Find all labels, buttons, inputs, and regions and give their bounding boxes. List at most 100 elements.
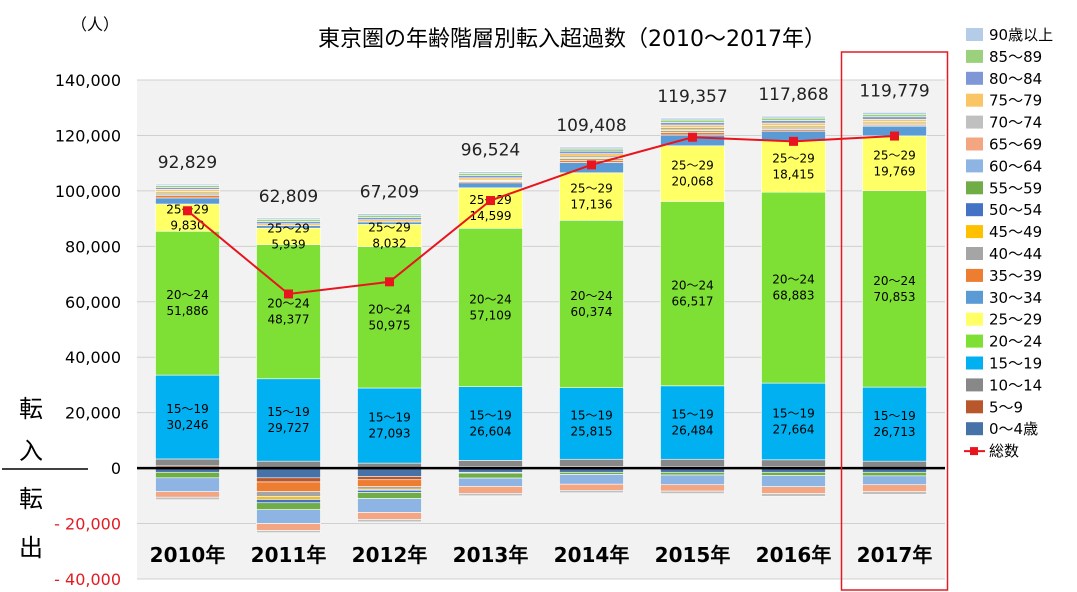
bar-segment [357, 387, 422, 464]
bar-segment [862, 484, 927, 492]
segment-value-label: 51,886 [167, 304, 209, 318]
bar-segment [660, 119, 725, 123]
legend-swatch [966, 290, 983, 304]
x-category-label: 2014年 [554, 543, 630, 567]
y-tick-label: 140,000 [55, 71, 121, 90]
segment-name-label: 15〜19 [166, 402, 209, 416]
bar-segment [761, 140, 826, 193]
legend-label: 総数 [989, 442, 1019, 460]
segment-name-label: 20〜24 [570, 289, 613, 303]
y-tick-label: 120,000 [55, 126, 121, 145]
bar-segment [660, 474, 725, 486]
segment-value-label: 19,769 [874, 164, 916, 178]
x-category-label: 2013年 [453, 543, 529, 567]
legend-swatch [966, 225, 983, 239]
segment-value-label: 14,599 [470, 209, 512, 223]
legend-label: 80〜84 [989, 70, 1042, 88]
bar-segment [761, 191, 826, 384]
segment-name-label: 15〜19 [267, 405, 310, 419]
bar-segment [458, 493, 523, 497]
bar-segment [862, 112, 927, 115]
legend-label: 75〜79 [989, 92, 1042, 110]
bar-segment [559, 220, 624, 388]
legend-swatch [966, 400, 983, 414]
x-category-label: 2010年 [150, 543, 226, 567]
bar-segment [357, 498, 422, 513]
legend-label: 85〜89 [989, 48, 1042, 66]
highlight-2017-box [840, 51, 949, 591]
bar-segment [458, 486, 523, 494]
bar-segment [862, 135, 927, 192]
bar-segment [862, 113, 927, 118]
bar-segment [458, 177, 523, 181]
legend-swatch [966, 356, 983, 370]
bar-segment [256, 509, 321, 524]
total-value-label: 92,829 [158, 153, 217, 173]
bar-segment [458, 173, 523, 176]
bar-segment [761, 122, 826, 126]
total-value-label: 67,209 [360, 183, 419, 203]
legend-label: 55〜59 [989, 179, 1042, 197]
legend-swatch [966, 159, 983, 173]
bar-segment [559, 146, 624, 150]
legend-label: 65〜69 [989, 136, 1042, 154]
legend-label: 70〜74 [989, 114, 1042, 132]
segment-value-label: 27,664 [773, 422, 815, 436]
total-marker [890, 131, 899, 141]
segment-value-label: 5,939 [271, 237, 305, 251]
legend-label: 15〜19 [989, 355, 1042, 373]
total-marker [385, 277, 394, 287]
total-marker [789, 136, 798, 146]
bar-segment [458, 386, 523, 461]
bar-segment [155, 491, 220, 498]
x-axis-category-labels: 2010年 2011年 2012年 2013年 2014年 2015年 2016年 2017年 [150, 543, 933, 567]
bar-segment [155, 374, 220, 460]
total-line [186, 135, 895, 296]
bar-segment [155, 189, 220, 192]
bar-segment [155, 471, 220, 479]
legend-swatch [966, 28, 983, 41]
segment-value-label: 26,713 [874, 425, 916, 439]
total-marker [284, 289, 293, 299]
bar-segment [458, 175, 523, 179]
legend-marker-swatch [970, 447, 978, 456]
legend-swatch [966, 115, 983, 129]
y-tick-label: - 40,000 [54, 570, 121, 589]
bar-segment [256, 467, 321, 479]
legend-label: 30〜34 [989, 289, 1042, 307]
bar-segment [357, 476, 422, 481]
bar-segment [559, 483, 624, 491]
total-line-series: 92,829 62,809 67,209 96,524 109,408 119,357 11… [158, 81, 930, 299]
total-value-label: 62,809 [259, 187, 318, 207]
bar-segment [862, 118, 927, 122]
x-category-label: 2017年 [857, 543, 933, 567]
segment-name-label: 20〜24 [368, 302, 411, 316]
segment-value-label: 25,815 [571, 424, 613, 438]
bar-segment [559, 458, 624, 467]
bar-segment [660, 484, 725, 492]
segment-name-label: 20〜24 [772, 273, 815, 287]
legend-swatch [966, 334, 983, 348]
bar-segment [761, 120, 826, 124]
bar-segment [155, 195, 220, 199]
bar-segment [559, 172, 624, 221]
bar-segment [660, 124, 725, 128]
side-label-in-1: 転 [19, 395, 43, 423]
y-tick-label: - 20,000 [54, 515, 121, 534]
bar-segment [357, 214, 422, 218]
bar-segment [155, 230, 220, 376]
bar-segment [357, 246, 422, 389]
bar-segment [256, 244, 321, 380]
segment-value-label: 50,975 [369, 318, 411, 332]
segment-value-label: 70,853 [874, 290, 916, 304]
bar-segment [357, 479, 422, 487]
bar-segment [862, 190, 927, 388]
segment-name-label: 15〜19 [368, 411, 411, 425]
segment-value-label: 9,830 [170, 219, 204, 233]
segment-name-label: 25〜29 [267, 221, 310, 235]
segment-name-label: 20〜24 [469, 292, 512, 306]
x-category-label: 2015年 [655, 543, 731, 567]
total-value-label: 109,408 [556, 116, 626, 136]
bar-segment [256, 378, 321, 462]
bar-segment [761, 382, 826, 461]
